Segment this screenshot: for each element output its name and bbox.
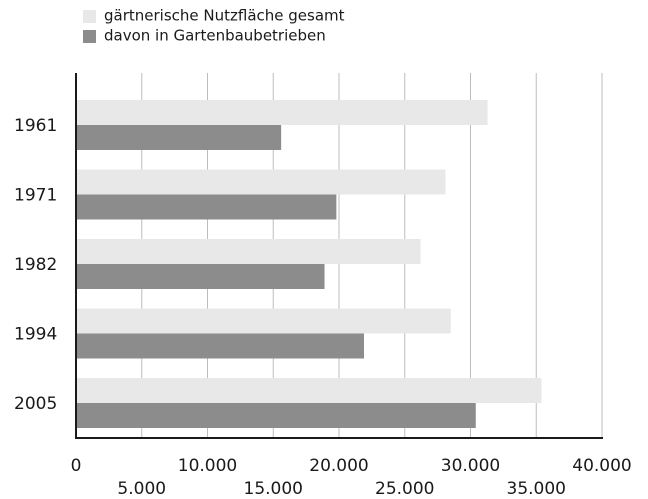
y-tick-label: 1961	[14, 116, 57, 136]
y-tick-label: 1994	[14, 325, 57, 345]
bar	[76, 239, 421, 264]
bar	[76, 264, 325, 289]
bar	[76, 100, 488, 125]
bar	[76, 333, 364, 359]
x-tick-label: 5.000	[117, 479, 166, 499]
bar	[76, 169, 446, 195]
y-tick-label: 1971	[14, 186, 57, 206]
legend-label: davon in Gartenbaubetrieben	[104, 27, 326, 45]
x-tick-label: 0	[71, 456, 82, 476]
bar	[76, 194, 337, 220]
x-tick-label: 10.000	[178, 456, 237, 476]
bar	[76, 378, 542, 403]
y-tick-label: 1982	[14, 255, 57, 275]
bar	[76, 403, 476, 428]
x-tick-label: 40.000	[572, 456, 631, 476]
bar	[76, 308, 451, 334]
x-tick-label: 20.000	[309, 456, 368, 476]
legend-swatch	[83, 30, 96, 43]
x-tick-label: 25.000	[375, 479, 434, 499]
x-tick-label: 35.000	[507, 479, 566, 499]
x-tick-label: 30.000	[441, 456, 500, 476]
x-tick-label: 15.000	[244, 479, 303, 499]
legend-label: gärtnerische Nutzfläche gesamt	[104, 7, 345, 25]
bar	[76, 125, 282, 150]
y-tick-label: 2005	[14, 394, 57, 414]
legend-swatch	[83, 10, 96, 23]
